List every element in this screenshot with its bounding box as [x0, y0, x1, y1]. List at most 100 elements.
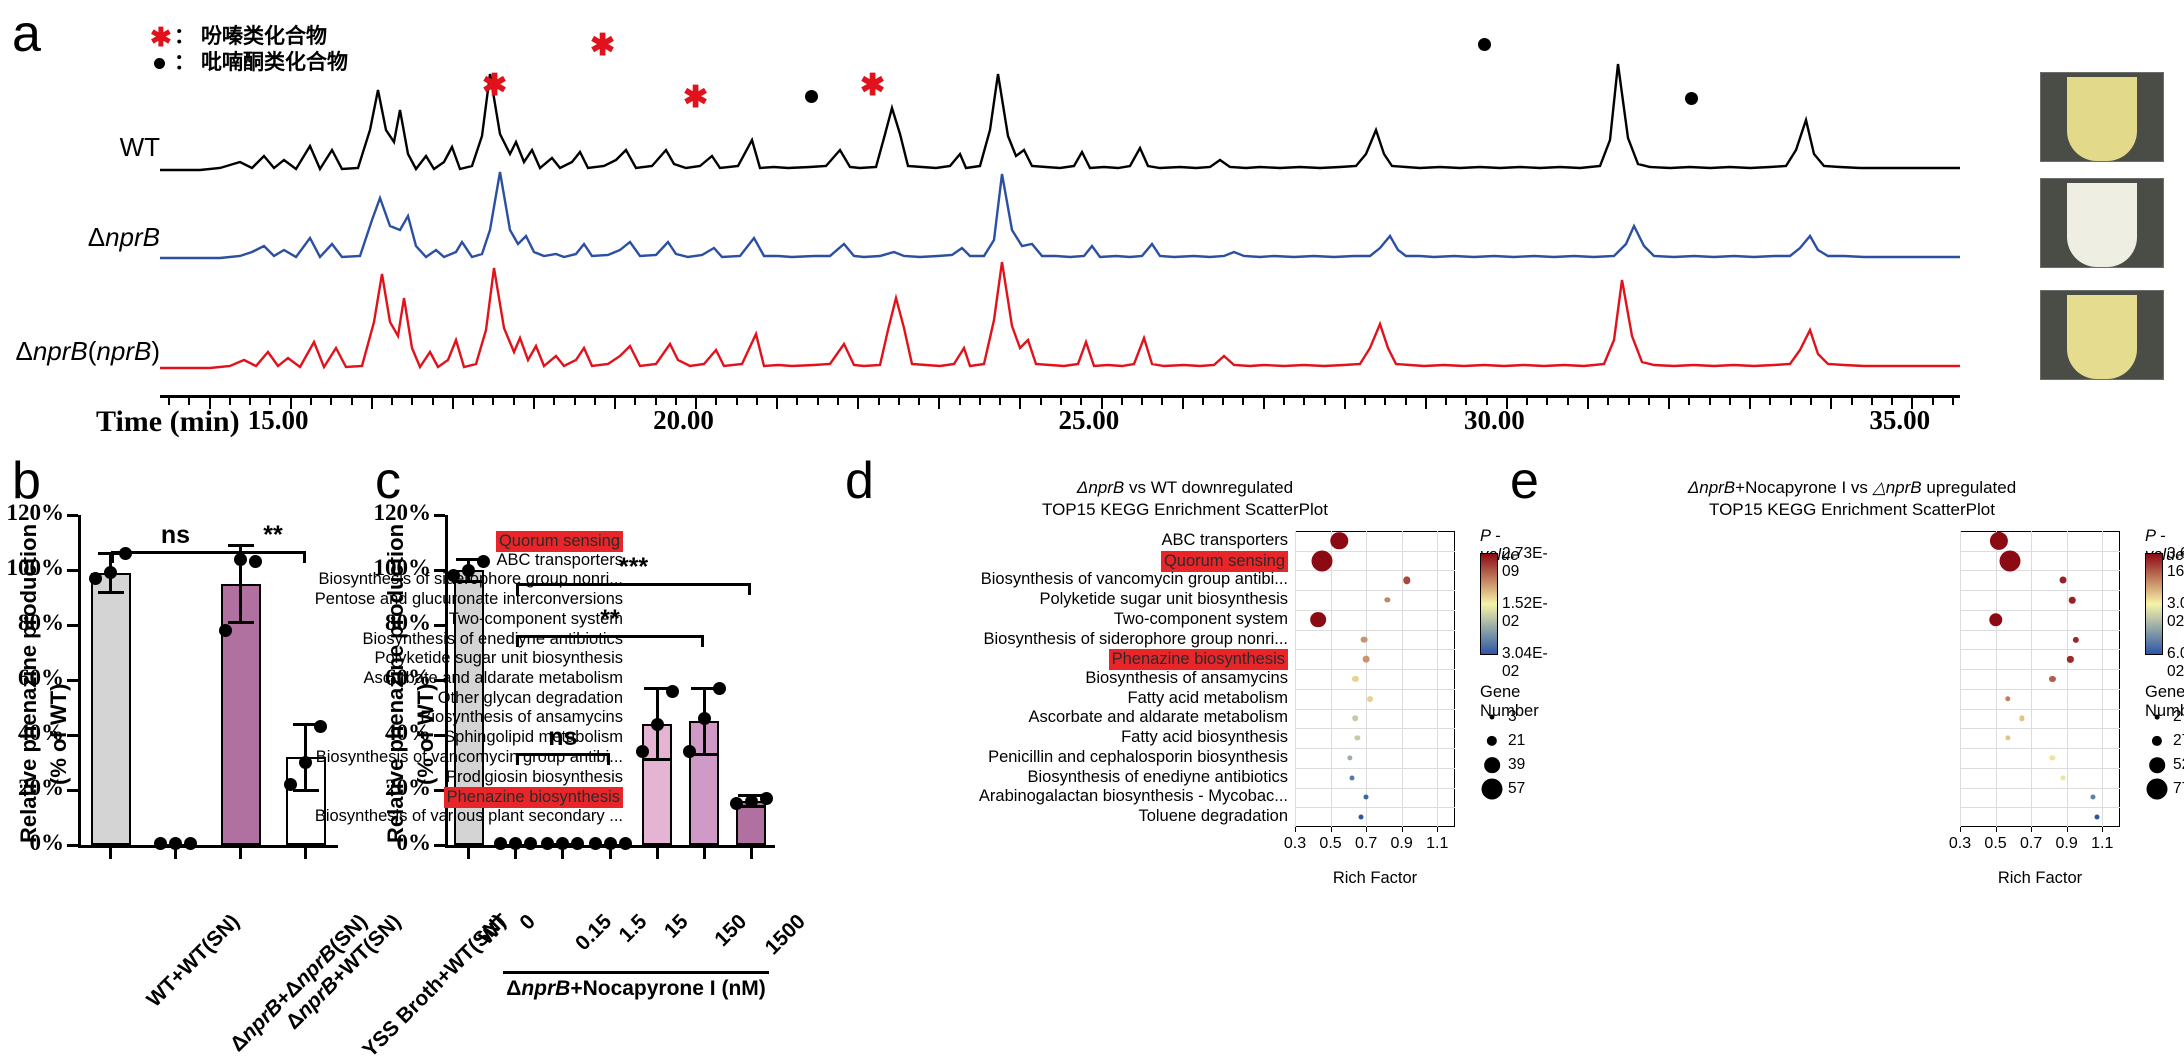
panel-d-xlabel: Rich Factor	[1332, 869, 1418, 887]
pvalue-colorbar	[2145, 553, 2163, 655]
bubble-point	[1354, 735, 1360, 741]
y-axis-tick	[434, 788, 445, 792]
gridline-horizontal	[1960, 669, 2120, 671]
pathway-label: Quorum sensing	[1160, 550, 1288, 572]
y-axis-tick	[434, 513, 445, 517]
gridline-horizontal	[1960, 570, 2120, 572]
bubble-point	[1349, 775, 1355, 781]
time-axis-tick	[1343, 398, 1346, 409]
legend-row-pyranone: ： 吡喃酮类化合物	[150, 50, 348, 76]
pathway-label: Penicillin and cephalosporin biosynthesi…	[988, 747, 1288, 766]
gridline-vertical	[1366, 531, 1368, 827]
significance-label: ns	[160, 521, 191, 549]
x-axis-tick	[749, 848, 753, 859]
y-axis-ticklabel: 120%	[6, 500, 65, 525]
y-axis-tick	[67, 843, 78, 847]
time-axis-tick	[1951, 398, 1954, 405]
pvalue-legend-tick: 2.73E-09	[1502, 545, 1548, 580]
pvalue-legend-tick: 3.03E-02	[2167, 595, 2184, 630]
time-axis-tick	[1587, 398, 1590, 409]
time-axis-tick	[411, 398, 414, 405]
gridline-horizontal	[1960, 550, 2120, 552]
gene-number-legend-label: 57	[1508, 780, 1526, 797]
bar	[736, 801, 767, 845]
peak-marker-star-3: ✱	[683, 81, 709, 114]
time-axis-tick	[512, 398, 515, 405]
time-axis-tick	[735, 398, 738, 405]
gridline-horizontal	[1295, 708, 1455, 710]
time-axis-tick	[269, 398, 272, 405]
data-point	[477, 555, 491, 569]
error-cap	[227, 543, 254, 547]
x-axis-line	[78, 845, 338, 848]
pathway-label: Biosynthesis of enediyne antibiotics	[362, 629, 624, 648]
time-axis-tick	[1891, 398, 1894, 405]
time-axis-tick	[593, 398, 596, 405]
time-axis-ticklabel: 20.00	[653, 405, 714, 435]
chromatogram-svg	[160, 63, 1960, 370]
time-axis-tick	[837, 398, 840, 405]
y-axis-ticklabel: 60%	[385, 665, 431, 690]
culture-photo-nprb	[2040, 178, 2164, 268]
time-axis-tick	[1303, 398, 1306, 405]
legend-colon-2: ：	[174, 51, 195, 74]
gridline-horizontal	[1295, 748, 1455, 750]
time-axis-tick	[1282, 398, 1285, 405]
time-axis-ticklabel: 30.00	[1463, 405, 1525, 435]
pathway-label: Polyketide sugar unit biosynthesis	[1039, 590, 1288, 609]
significance-label: **	[263, 521, 283, 549]
time-axis-tick	[674, 398, 677, 405]
gene-number-legend-dot	[2146, 778, 2168, 800]
bubble-point	[2094, 814, 2100, 820]
time-axis-tick	[1505, 398, 1508, 409]
gene-number-legend-label: 2	[2173, 708, 2182, 725]
peak-marker-star-2: ✱	[590, 29, 616, 62]
x-axis-category-label: 0.15	[570, 910, 616, 956]
bubble-point	[1310, 611, 1326, 628]
pathway-label: Fatty acid biosynthesis	[1121, 728, 1288, 747]
bar	[642, 724, 673, 845]
x-axis-category-label: WT	[474, 910, 514, 950]
gene-number-legend-label: 21	[1508, 732, 1526, 749]
error-cap	[691, 686, 718, 690]
gridline-horizontal	[1960, 728, 2120, 730]
x-axis-tick	[2102, 827, 2104, 832]
panel-e-scatterplot: e ΔnprB+Nocapyrone I vs △nprB upregulate…	[979, 455, 2184, 965]
legend-row-phenazine: ✱ ： 吩嗪类化合物	[150, 24, 348, 50]
pathway-label: Other glycan degradation	[437, 688, 623, 707]
trace-label-wt: WT	[119, 132, 160, 162]
y-axis-tick	[434, 568, 445, 572]
peak-marker-star-4: ✱	[860, 69, 886, 102]
gridline-horizontal	[1960, 629, 2120, 631]
time-axis-tick	[1100, 398, 1103, 409]
time-axis-tick	[1222, 398, 1225, 405]
time-axis-tick	[1607, 398, 1610, 405]
gridline-horizontal	[1295, 728, 1455, 730]
pathway-label: Pentose and glucuronate interconversions	[314, 590, 623, 609]
pathway-label: ABC transporters	[1161, 530, 1288, 549]
time-axis-tick	[1242, 398, 1245, 405]
time-axis-tick	[634, 398, 637, 405]
pathway-label: Biosynthesis of enediyne antibiotics	[1027, 767, 1289, 786]
gridline-horizontal	[1295, 550, 1455, 552]
gridline-horizontal	[1295, 629, 1455, 631]
panel-c-barchart: c Relative phenazine production (% of WT…	[374, 455, 895, 1045]
time-axis-tick	[958, 398, 961, 405]
x-axis-category-label: ΔnprB+ΔnprB(SN)	[225, 910, 372, 1057]
x-axis-tick	[2066, 827, 2068, 832]
time-axis-tick	[1749, 398, 1752, 409]
x-axis-ticklabel: 0.7	[1354, 835, 1378, 852]
y-axis-tick	[67, 623, 78, 627]
data-point	[712, 681, 726, 695]
significance-label: ns	[548, 723, 578, 751]
x-axis-ticklabel: 1.1	[1426, 835, 1449, 852]
pathway-label: Biosynthesis of ansamycins	[420, 708, 623, 727]
culture-photo-complement	[2040, 290, 2164, 380]
x-axis-tick	[1995, 827, 1997, 832]
pathway-label: Toluene degradation	[1138, 807, 1288, 826]
time-axis-tick	[188, 398, 191, 405]
bar	[220, 583, 261, 845]
gene-number-legend-dot	[1486, 735, 1498, 747]
x-axis-category-label: 0	[515, 910, 540, 935]
y-axis-ticklabel: 100%	[6, 555, 65, 580]
